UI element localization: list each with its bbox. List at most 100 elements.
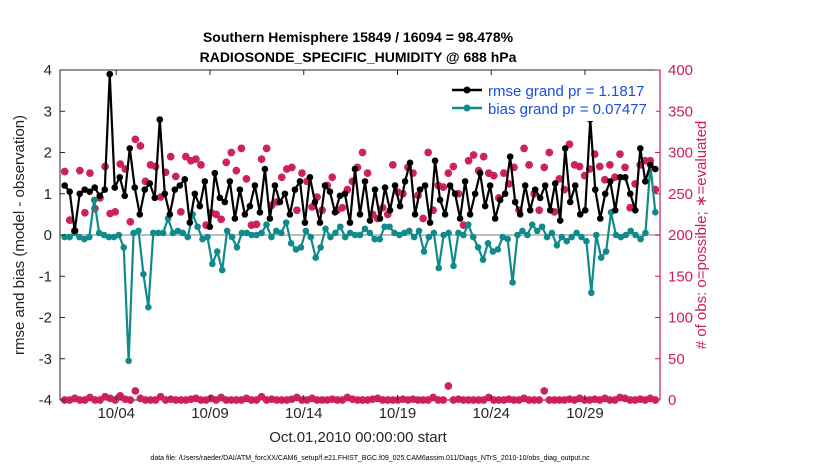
- obs-upper-evaluated-marker: [242, 175, 250, 183]
- obs-lower-evaluated-marker: [157, 393, 165, 401]
- obs-lower-evaluated-marker: [147, 396, 155, 404]
- obs-upper-evaluated-marker: [232, 167, 240, 175]
- obs-lower-evaluated-marker: [313, 396, 321, 404]
- obs-upper-evaluated-marker: [212, 210, 220, 218]
- obs-upper-evaluated-marker: [540, 163, 548, 171]
- rmse-point: [581, 206, 589, 214]
- bias-point: [568, 233, 575, 241]
- x-tick-label: 10/04: [97, 405, 135, 422]
- rmse-point: [491, 215, 499, 222]
- obs-lower-evaluated-marker: [242, 394, 250, 402]
- bias-point: [154, 229, 162, 237]
- y-right-tick-label: 400: [668, 62, 693, 79]
- bias-point: [277, 229, 285, 237]
- bias-point: [366, 229, 374, 237]
- obs-upper-evaluated-marker: [591, 150, 599, 158]
- obs-upper-evaluated-marker: [157, 193, 165, 201]
- bias-point: [597, 254, 605, 261]
- chart-subtitle: RADIOSONDE_SPECIFIC_HUMIDITY @ 688 hPa: [200, 49, 517, 65]
- bias-point: [159, 229, 167, 237]
- rmse-point: [386, 206, 394, 214]
- obs-upper-evaluated-marker: [162, 168, 170, 176]
- obs-upper-evaluated-marker: [278, 173, 286, 181]
- obs-upper-evaluated-marker: [227, 149, 235, 156]
- rmse-point: [116, 173, 124, 181]
- obs-lower-evaluated-marker: [475, 396, 483, 404]
- bias-point: [282, 219, 290, 226]
- y-left-tick-label: -2: [39, 310, 52, 327]
- obs-upper-evaluated-marker: [258, 155, 266, 163]
- bias-point: [233, 244, 241, 251]
- obs-lower-evaluated-marker: [414, 396, 422, 404]
- rmse-point: [301, 219, 309, 226]
- obs-lower-evaluated-marker: [439, 396, 447, 404]
- bias-point: [460, 231, 467, 239]
- rmse-point: [341, 190, 349, 198]
- bias-point: [213, 248, 221, 255]
- rmse-point: [536, 194, 544, 202]
- bias-point: [184, 233, 192, 241]
- bias-point: [652, 209, 659, 216]
- obs-lower-evaluated-marker: [485, 394, 493, 402]
- bias-point: [327, 233, 334, 241]
- obs-upper-evaluated-marker: [505, 180, 513, 188]
- obs-lower-evaluated-marker: [611, 396, 619, 404]
- x-tick-label: 10/09: [191, 405, 229, 422]
- obs-lower-evaluated-marker: [283, 396, 291, 404]
- rmse-point: [316, 219, 324, 226]
- bias-point: [238, 229, 246, 237]
- legend-rmse-label: rmse grand pr = 1.1817: [488, 83, 644, 100]
- rmse-point: [266, 215, 274, 222]
- obs-upper-evaluated-marker: [187, 157, 195, 165]
- obs-upper-evaluated-marker: [152, 163, 160, 171]
- bias-point: [322, 225, 329, 233]
- bias-point: [85, 233, 93, 241]
- obs-lower-evaluated-marker: [116, 392, 124, 400]
- obs-lower-evaluated-marker: [510, 396, 518, 404]
- obs-upper-evaluated-marker: [263, 144, 271, 152]
- rmse-point: [246, 202, 254, 210]
- rmse-point: [141, 186, 149, 193]
- obs-lower-evaluated-marker: [232, 396, 240, 404]
- bias-point: [425, 233, 433, 241]
- bias-point: [583, 237, 590, 245]
- bias-point: [420, 248, 428, 255]
- rmse-point: [411, 211, 419, 218]
- legend-bias-label: bias grand pr = 0.07477: [488, 101, 647, 118]
- obs-lower-evaluated-marker: [555, 396, 563, 404]
- bias-point: [588, 289, 595, 297]
- rmse-point: [166, 211, 174, 218]
- legend: rmse grand pr = 1.1817 bias grand pr = 0…: [448, 78, 656, 121]
- rmse-point: [371, 186, 379, 193]
- obs-lower-evaluated-marker: [177, 396, 185, 404]
- bias-point: [258, 229, 265, 237]
- obs-upper-evaluated-marker: [298, 169, 306, 177]
- obs-upper-evaluated-marker: [636, 161, 644, 169]
- x-tick-label: 10/14: [285, 405, 323, 422]
- obs-lower-evaluated-marker: [303, 396, 311, 404]
- rmse-point: [521, 182, 529, 189]
- rmse-point: [506, 153, 514, 160]
- obs-upper-evaluated-marker: [172, 172, 180, 180]
- y-left-tick-label: -1: [39, 268, 52, 285]
- obs-lower-evaluated-marker: [641, 396, 649, 404]
- bias-point: [514, 231, 521, 239]
- rmse-point: [156, 116, 164, 123]
- obs-lower-evaluated-marker: [540, 387, 548, 395]
- rmse-point: [196, 202, 204, 210]
- bias-point: [90, 196, 98, 204]
- obs-upper-evaluated-marker: [217, 215, 225, 223]
- bias-point: [435, 264, 443, 272]
- rmse-point: [251, 182, 259, 189]
- obs-upper-evaluated-marker: [500, 169, 508, 177]
- rmse-point: [571, 182, 579, 189]
- y-right-tick-label: 300: [668, 145, 693, 162]
- obs-lower-evaluated-marker: [76, 396, 84, 404]
- y-right-tick-label: 100: [668, 310, 693, 327]
- rmse-point: [131, 184, 139, 191]
- rmse-point: [406, 159, 414, 167]
- rmse-point: [511, 198, 519, 206]
- bias-point: [135, 227, 142, 235]
- obs-lower-evaluated-marker: [187, 395, 195, 403]
- rmse-point: [331, 209, 339, 216]
